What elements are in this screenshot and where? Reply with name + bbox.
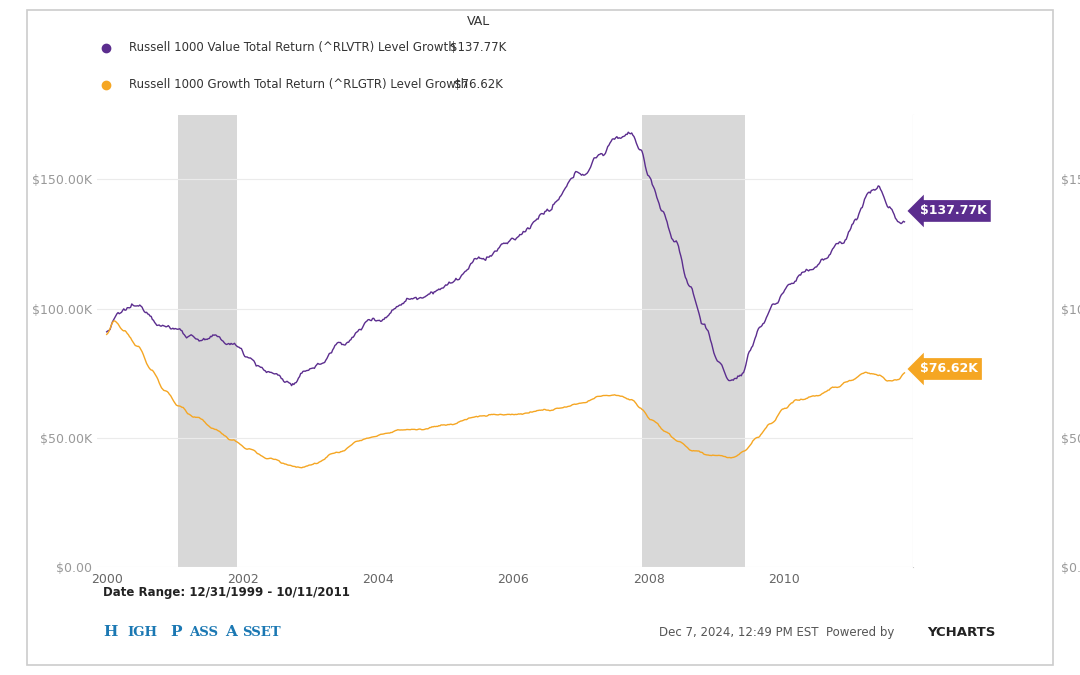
Text: $137.77K: $137.77K [450, 41, 507, 54]
Text: Russell 1000 Value Total Return (^RLVTR) Level Growth: Russell 1000 Value Total Return (^RLVTR)… [130, 41, 456, 54]
Text: ASS: ASS [189, 626, 218, 639]
Text: VAL: VAL [467, 16, 490, 28]
Text: IGH: IGH [127, 626, 158, 639]
Text: $76.62K: $76.62K [454, 78, 502, 91]
Bar [178, 115, 238, 567]
Text: A: A [225, 626, 237, 639]
Text: P: P [171, 626, 181, 639]
Bar [642, 115, 745, 567]
Text: YCHARTS: YCHARTS [928, 626, 996, 639]
Text: Date Range: 12/31/1999 - 10/11/2011: Date Range: 12/31/1999 - 10/11/2011 [103, 586, 350, 599]
Text: Dec 7, 2024, 12:49 PM EST  Powered by: Dec 7, 2024, 12:49 PM EST Powered by [659, 626, 894, 639]
Text: $137.77K: $137.77K [920, 205, 986, 217]
Text: Russell 1000 Growth Total Return (^RLGTR) Level Growth: Russell 1000 Growth Total Return (^RLGTR… [130, 78, 469, 91]
Text: H: H [103, 626, 118, 639]
Text: $76.62K: $76.62K [920, 362, 977, 375]
Text: SSET: SSET [242, 626, 281, 639]
